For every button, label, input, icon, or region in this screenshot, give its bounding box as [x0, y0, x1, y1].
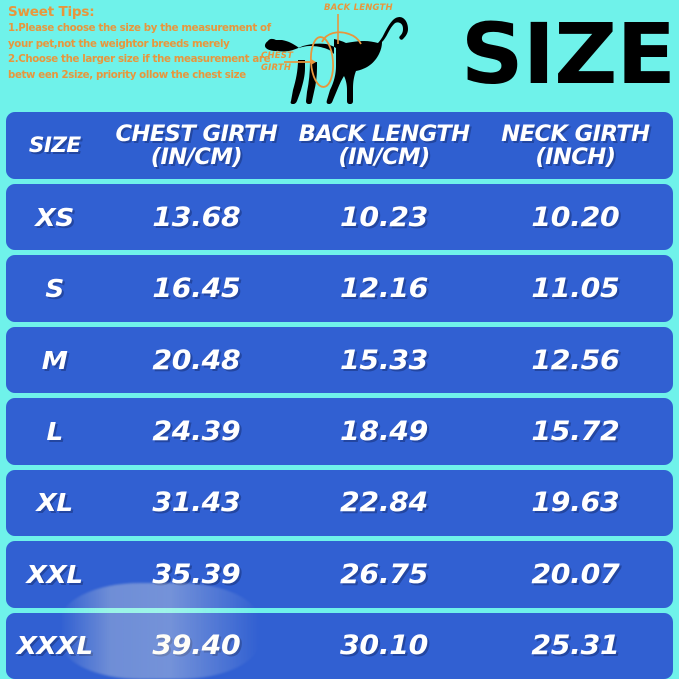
sweet-tips-line-4: betw een 2size, priority ollow the chest…: [8, 69, 246, 81]
table-row: XL 31.43 22.84 19.63: [6, 469, 673, 537]
table-row: XXL 35.39 26.75 20.07: [6, 541, 673, 608]
header-cell-chest-girth: CHEST GIRTH (IN/CM): [101, 123, 293, 169]
cell-size: XXXL: [16, 631, 94, 661]
cell-back-length: 26.75: [340, 558, 429, 590]
header-chest-girth-main: CHEST GIRTH: [115, 121, 278, 147]
cell-chest-girth: 35.39: [152, 558, 241, 590]
cell-back-length: 15.33: [340, 344, 429, 376]
table-row: S 16.45 12.16 11.05: [6, 255, 673, 322]
cell-size: XL: [36, 488, 74, 518]
cell-neck-girth: 19.63: [531, 487, 620, 519]
cell-chest-girth: 24.39: [152, 415, 241, 447]
sweet-tips-line-1: 1.Please choose the size by the measurem…: [8, 23, 271, 34]
cell-back-length: 12.16: [340, 273, 429, 305]
dog-silhouette-shape: [264, 16, 408, 105]
header-neck-girth-unit: (INCH): [535, 144, 617, 170]
header-neck-girth-main: NECK GIRTH: [501, 121, 650, 147]
dog-measurement-illustration: BACK LENGTH CHEST GIRTH: [258, 0, 418, 112]
cell-size: M: [41, 345, 68, 375]
header-back-length-main: BACK LENGTH: [298, 121, 471, 147]
table-row: M 20.48 15.33 12.56: [6, 326, 673, 394]
header-cell-size: SIZE: [28, 133, 81, 157]
chest-girth-label-line1: CHEST: [261, 51, 294, 61]
cell-chest-girth: 16.45: [152, 273, 241, 305]
cell-chest-girth: 31.43: [152, 487, 241, 519]
cell-neck-girth: 25.31: [531, 630, 620, 662]
cell-size: S: [45, 274, 64, 304]
sweet-tips-title: Sweet Tips:: [8, 4, 95, 20]
table-row: XXXL 39.40 30.10 25.31: [6, 612, 673, 679]
header-cell-back-length: BACK LENGTH (IN/CM): [287, 123, 481, 169]
cell-neck-girth: 20.07: [531, 558, 620, 590]
cell-neck-girth: 10.20: [531, 201, 620, 233]
cell-back-length: 30.10: [340, 630, 429, 662]
chest-girth-label-line2: GIRTH: [261, 63, 291, 73]
cell-chest-girth: 39.40: [152, 630, 241, 662]
sweet-tips-line-2: your pet,not the weightor breeds merely: [8, 38, 230, 50]
header-area: Sweet Tips: 1.Please choose the size by …: [0, 0, 679, 112]
sweet-tips-block: Sweet Tips: 1.Please choose the size by …: [8, 4, 271, 83]
table-row: L 24.39 18.49 15.72: [6, 398, 673, 465]
cell-neck-girth: 12.56: [531, 344, 620, 376]
size-chart-table: SIZE CHEST GIRTH (IN/CM) BACK LENGTH (IN…: [0, 112, 679, 679]
cell-chest-girth: 13.68: [152, 201, 241, 233]
cell-chest-girth: 20.48: [152, 344, 241, 376]
header-chest-girth-unit: (IN/CM): [151, 144, 243, 170]
page-title: SIZE: [460, 5, 676, 103]
back-length-label: BACK LENGTH: [324, 3, 393, 13]
table-row: XS 13.68 10.23 10.20: [6, 184, 673, 251]
cell-back-length: 18.49: [340, 415, 429, 447]
sweet-tips-line-3: 2.Choose the larger size if the measurem…: [8, 54, 271, 65]
back-length-measure-line: [321, 14, 362, 45]
chest-girth-measure-line: [284, 36, 335, 88]
cell-back-length: 22.84: [340, 487, 429, 519]
cell-size: L: [46, 416, 63, 446]
cell-neck-girth: 11.05: [531, 273, 620, 305]
cell-size: XS: [35, 202, 74, 232]
cell-back-length: 10.23: [340, 201, 429, 233]
header-cell-neck-girth: NECK GIRTH (INCH): [475, 123, 676, 169]
header-back-length-unit: (IN/CM): [338, 144, 431, 170]
cell-size: XXL: [26, 559, 84, 589]
cell-neck-girth: 15.72: [531, 415, 620, 447]
table-header-row: SIZE CHEST GIRTH (IN/CM) BACK LENGTH (IN…: [6, 112, 673, 179]
